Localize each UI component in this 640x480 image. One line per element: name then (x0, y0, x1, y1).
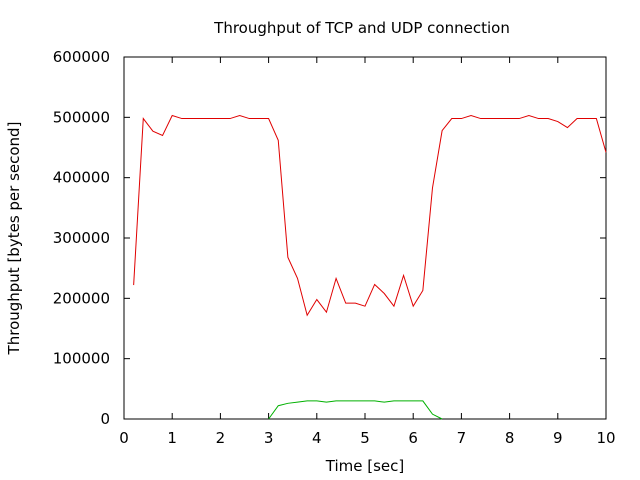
x-tick-label: 1 (167, 429, 177, 447)
chart-title: Throughput of TCP and UDP connection (213, 19, 510, 37)
y-axis-label: Throughput [bytes per second] (5, 122, 23, 356)
x-axis-label: Time [sec] (325, 457, 404, 475)
x-tick-label: 8 (505, 429, 515, 447)
plot-area: 0 1 2 3 4 5 6 7 8 9 10 0 100000 200000 300000 400000 500… (53, 48, 616, 447)
x-tick-label: 5 (360, 429, 370, 447)
x-tick-label: 9 (553, 429, 563, 447)
plot-frame (123, 56, 607, 420)
x-tick-label: 2 (216, 429, 226, 447)
y-tick-label: 400000 (53, 169, 110, 187)
series-line-2 (268, 400, 443, 420)
x-tick-label: 4 (312, 429, 322, 447)
y-tick-label: 100000 (53, 350, 110, 368)
y-tick-label: 300000 (53, 229, 110, 247)
x-tick-label: 7 (457, 429, 467, 447)
x-tick-label: 6 (408, 429, 418, 447)
y-tick-label: 200000 (53, 289, 110, 307)
x-tick-label: 3 (264, 429, 274, 447)
y-tick-label: 0 (100, 410, 110, 428)
x-tick-label: 10 (596, 429, 615, 447)
y-tick-label: 500000 (53, 108, 110, 126)
y-tick-label: 600000 (53, 48, 110, 66)
x-tick-label: 0 (119, 429, 129, 447)
series-line-1 (133, 114, 607, 317)
